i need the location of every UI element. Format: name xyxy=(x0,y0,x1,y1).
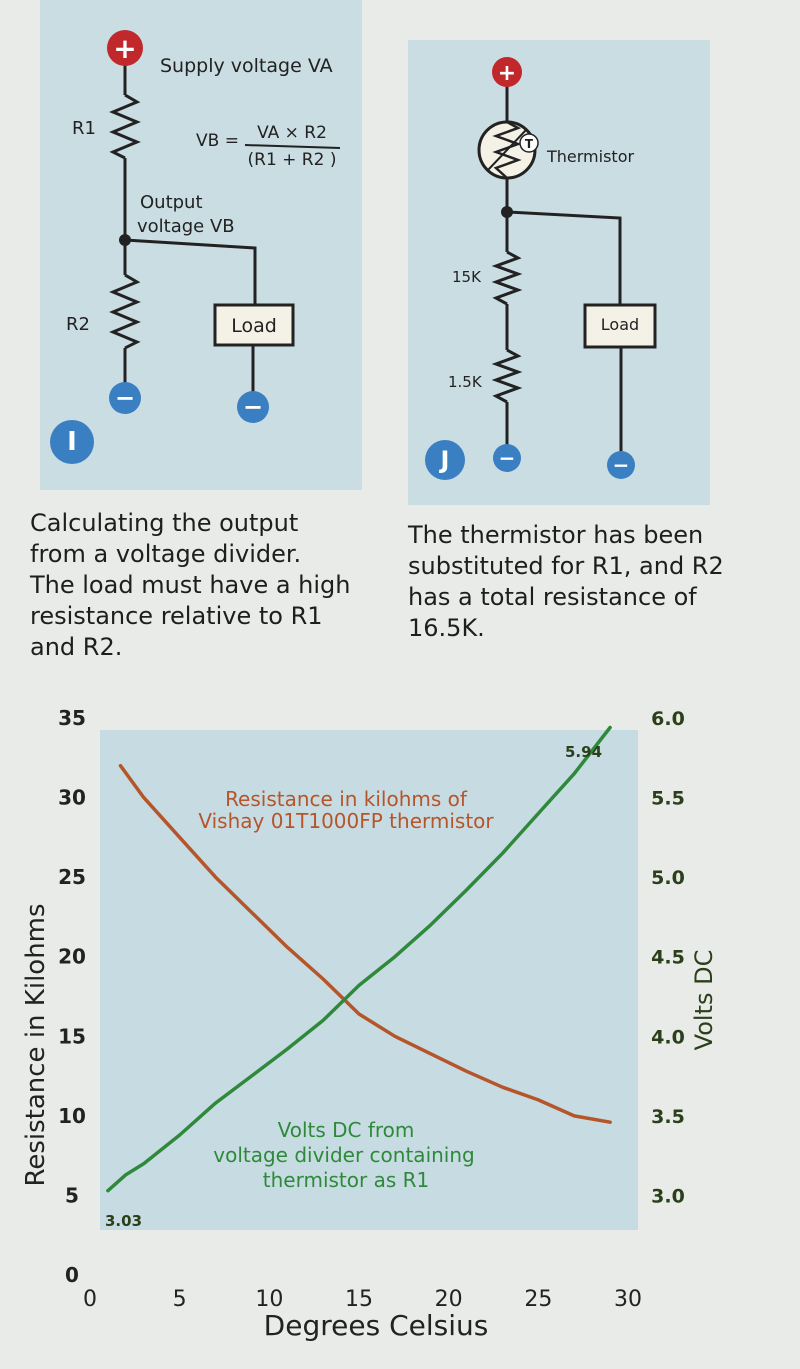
x-tick-label: 30 xyxy=(614,1287,642,1312)
x-axis-label: Degrees Celsius xyxy=(264,1309,489,1342)
caption-line: from a voltage divider. xyxy=(30,540,302,568)
x-tick-label: 0 xyxy=(83,1287,97,1312)
thermistor-t-badge xyxy=(519,133,539,153)
y-right-axis-label: Volts DC xyxy=(690,950,718,1051)
resistor-1.5k xyxy=(491,348,523,404)
diagram-i: + − − Supply voltage VA R1 R2 VB = VA × … xyxy=(66,30,341,423)
minus-terminal xyxy=(109,382,141,414)
minus-terminal xyxy=(237,391,269,423)
diagram-j: T + − − Thermistor 15K 1.5K Load xyxy=(448,57,657,479)
start-value-label: 3.03 xyxy=(105,1212,142,1230)
plus-sign: + xyxy=(113,32,136,65)
caption-left: Calculating the output from a voltage di… xyxy=(30,508,380,663)
y-left-tick-label: 30 xyxy=(58,786,86,810)
caption-line: The load must have a high xyxy=(30,571,351,599)
r-bottom-label: 1.5K xyxy=(448,373,483,391)
minus-terminal xyxy=(607,451,635,479)
plus-sign: + xyxy=(498,61,516,86)
thermistor-arrow xyxy=(487,129,527,171)
y-right-tick-label: 5.5 xyxy=(651,788,685,810)
y-right-tick-label: 5.0 xyxy=(651,867,685,889)
caption-line: The thermistor has been xyxy=(408,521,704,549)
y-left-tick-label: 5 xyxy=(65,1183,79,1207)
minus-sign: − xyxy=(499,446,516,470)
resistor-r2 xyxy=(109,273,141,350)
y-left-tick-label: 0 xyxy=(65,1263,79,1287)
r2-label: R2 xyxy=(66,314,90,335)
volts-series-line xyxy=(106,725,612,1193)
y-left-tick-label: 20 xyxy=(58,945,86,969)
y-left-tick-label: 10 xyxy=(58,1104,86,1128)
formula-denominator: (R1 + R2 ) xyxy=(248,150,337,170)
minus-sign: − xyxy=(115,384,135,412)
wire xyxy=(506,210,622,305)
thermistor-t: T xyxy=(525,137,534,151)
thermistor-zigzag xyxy=(492,120,522,179)
caption-line: has a total resistance of xyxy=(408,583,697,611)
caption-right: The thermistor has been substituted for … xyxy=(408,520,788,644)
minus-sign: − xyxy=(613,453,630,477)
x-tick-label: 25 xyxy=(524,1287,552,1312)
caption-line: and R2. xyxy=(30,633,123,661)
y-left-axis-label: Resistance in Kilohms xyxy=(21,903,51,1186)
minus-sign: − xyxy=(243,393,263,421)
thermistor-label: Thermistor xyxy=(546,147,634,166)
x-tick-label: 5 xyxy=(173,1287,187,1312)
plot-area xyxy=(100,730,638,1230)
y-right-tick-label: 4.0 xyxy=(651,1026,685,1048)
load-label: Load xyxy=(231,315,277,337)
volts-annotation: voltage divider containing xyxy=(213,1143,474,1167)
volts-annotation: Volts DC from xyxy=(278,1118,415,1142)
output-label: voltage VB xyxy=(137,216,235,237)
end-value-label: 5.94 xyxy=(565,743,602,761)
caption-line: 16.5K. xyxy=(408,614,485,642)
wire xyxy=(124,238,257,305)
formula-bar xyxy=(244,144,341,149)
minus-terminal xyxy=(493,444,521,472)
badge-j: J xyxy=(425,440,465,480)
resistance-annotation: Resistance in kilohms of xyxy=(225,787,468,811)
y-left-tick-label: 25 xyxy=(58,865,86,889)
x-tick-label: 10 xyxy=(255,1287,283,1312)
resistance-series-line xyxy=(118,763,612,1124)
y-right-tick-label: 3.0 xyxy=(651,1185,685,1207)
plus-terminal xyxy=(492,57,522,87)
badge-i: I xyxy=(50,420,94,464)
resistor-15k xyxy=(491,250,523,306)
supply-label: Supply voltage VA xyxy=(160,55,333,77)
formula-lhs: VB = xyxy=(196,131,239,151)
y-left-tick-label: 35 xyxy=(58,706,86,730)
caption-line: Calculating the output xyxy=(30,509,299,537)
y-right-tick-label: 4.5 xyxy=(651,947,685,969)
caption-line: substituted for R1, and R2 xyxy=(408,552,724,580)
resistor-r1 xyxy=(109,93,141,160)
x-tick-label: 20 xyxy=(435,1287,463,1312)
formula-numerator: VA × R2 xyxy=(257,123,327,143)
load-box xyxy=(213,303,295,347)
x-tick-label: 15 xyxy=(345,1287,373,1312)
volts-annotation: thermistor as R1 xyxy=(263,1168,429,1192)
output-label: Output xyxy=(140,192,203,213)
r1-label: R1 xyxy=(72,118,96,139)
resistance-annotation: Vishay 01T1000FP thermistor xyxy=(198,809,494,833)
caption-line: resistance relative to R1 xyxy=(30,602,323,630)
thermistor-chart: 0 5 10 15 20 25 30 35 3.0 3.5 4.0 4.5 5.0 5.5 6.0 0 5 1… xyxy=(21,706,718,1342)
plus-terminal xyxy=(107,30,143,66)
y-left-tick-label: 15 xyxy=(58,1024,86,1048)
r-top-label: 15K xyxy=(452,268,482,286)
diagram-j-panel xyxy=(408,40,710,505)
load-label: Load xyxy=(601,315,639,334)
y-right-tick-label: 3.5 xyxy=(651,1106,685,1128)
y-right-tick-label: 6.0 xyxy=(651,708,685,730)
